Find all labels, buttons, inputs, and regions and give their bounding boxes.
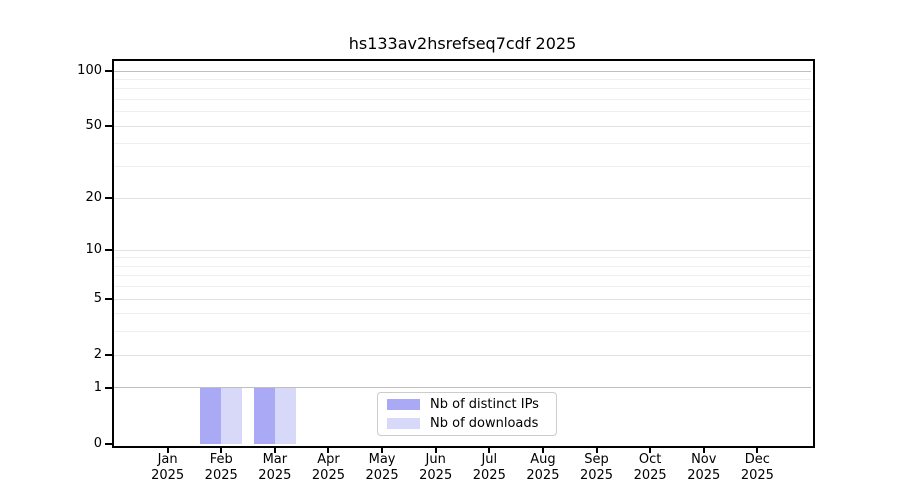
gridline-major <box>114 197 811 199</box>
gridline-minor <box>114 88 811 90</box>
legend-item-downloads: Nb of downloads <box>387 416 547 431</box>
gridline-minor <box>114 286 811 288</box>
x-axis-tick <box>595 446 598 453</box>
x-axis-tick <box>327 446 330 453</box>
gridline-major <box>114 298 811 300</box>
x-tick-label: Oct 2025 <box>633 452 667 483</box>
x-tick-label: Apr 2025 <box>311 452 345 483</box>
gridline-major <box>114 249 811 251</box>
y-tick-label: 100 <box>77 63 102 79</box>
gridline-strong <box>114 70 811 72</box>
bar-nb-of-distinct-ips-mar <box>253 387 275 444</box>
x-tick-label: Mar 2025 <box>258 452 292 483</box>
gridline-minor <box>114 265 811 267</box>
legend-swatch-downloads <box>387 418 420 429</box>
y-tick-label: 20 <box>85 190 102 206</box>
y-tick-label: 2 <box>93 347 102 363</box>
gridline-minor <box>114 99 811 101</box>
y-tick-label: 0 <box>93 436 102 451</box>
gridline-minor <box>114 275 811 277</box>
x-axis-tick <box>220 446 223 453</box>
bar-nb-of-distinct-ips-feb <box>200 387 222 444</box>
y-axis-tick <box>105 249 112 252</box>
gridline-minor <box>114 257 811 259</box>
y-axis-tick <box>105 443 112 445</box>
gridline-minor <box>114 166 811 168</box>
gridline-minor <box>114 143 811 145</box>
y-axis-tick <box>105 354 112 357</box>
y-tick-label: 5 <box>93 291 102 307</box>
y-axis-tick <box>105 386 112 389</box>
bar-nb-of-downloads-mar <box>274 387 296 444</box>
x-axis-tick <box>488 446 491 453</box>
gridline-minor <box>114 331 811 333</box>
x-tick-label: Sep 2025 <box>579 452 614 483</box>
x-tick-label: Jan 2025 <box>151 452 185 483</box>
legend: Nb of distinct IPs Nb of downloads <box>377 392 557 436</box>
gridline-minor <box>114 79 811 81</box>
y-axis-tick <box>105 298 112 301</box>
x-axis-tick <box>381 446 384 453</box>
x-tick-label: Jul 2025 <box>472 452 506 483</box>
x-tick-label: Dec 2025 <box>740 452 774 483</box>
bar-nb-of-downloads-feb <box>221 387 243 444</box>
gridline-major <box>114 354 811 356</box>
x-tick-label: Feb 2025 <box>204 452 238 483</box>
x-tick-label: Nov 2025 <box>687 452 721 483</box>
x-tick-label: May 2025 <box>365 452 399 483</box>
x-axis-tick <box>273 446 276 453</box>
y-axis-tick <box>105 125 112 128</box>
x-tick-label: Jun 2025 <box>419 452 453 483</box>
y-tick-label: 50 <box>85 118 102 134</box>
legend-swatch-distinct-ips <box>387 399 420 410</box>
x-axis-tick <box>541 446 544 453</box>
gridline-minor <box>114 111 811 113</box>
legend-item-distinct-ips: Nb of distinct IPs <box>387 397 547 412</box>
x-axis-tick <box>166 446 169 453</box>
legend-label-downloads: Nb of downloads <box>430 416 539 431</box>
x-axis-tick <box>434 446 437 453</box>
x-axis-tick <box>756 446 759 453</box>
x-axis-tick <box>702 446 705 453</box>
y-axis-tick <box>105 70 112 73</box>
gridline-major <box>114 125 811 127</box>
y-tick-label: 10 <box>85 242 102 258</box>
x-tick-label: Aug 2025 <box>526 452 560 483</box>
y-axis-tick <box>105 197 112 200</box>
y-tick-label: 1 <box>93 379 102 395</box>
x-axis-tick <box>649 446 652 453</box>
gridline-strong <box>114 387 811 389</box>
legend-label-distinct-ips: Nb of distinct IPs <box>430 397 539 412</box>
gridline-minor <box>114 313 811 315</box>
chart-title: hs133av2hsrefseq7cdf 2025 <box>348 34 577 53</box>
